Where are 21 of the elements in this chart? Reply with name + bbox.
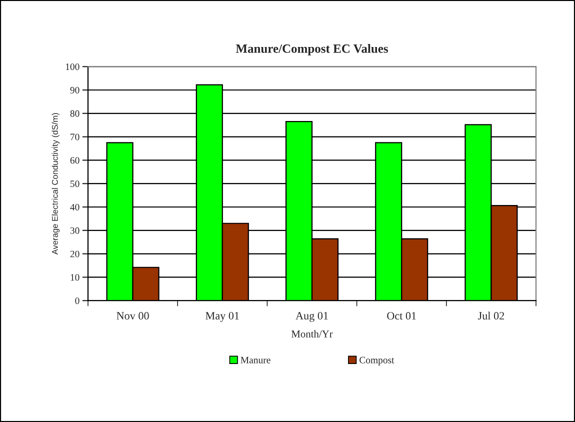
y-tick-label: 30 [70, 227, 80, 234]
x-tick-label: May 01 [206, 312, 239, 322]
x-tick-label: Oct 01 [387, 312, 416, 320]
legend-label: Compost [360, 356, 394, 366]
y-tick-label: 70 [70, 134, 80, 140]
y-tick-label: 10 [70, 274, 80, 281]
y-tick-label: 100 [66, 64, 80, 70]
y-axis-title: Average Electrical Conductivity (dS/m) [52, 113, 60, 255]
x-tick-label: Jul 02 [478, 312, 504, 320]
chart-title: Manure/Compost EC Values [236, 44, 388, 56]
y-tick-label: 40 [70, 204, 80, 210]
x-axis-title: Month/Yr [291, 330, 333, 338]
y-tick-label: 90 [70, 86, 80, 94]
y-tick-label: 50 [70, 180, 80, 188]
y-tick-label: 80 [70, 110, 80, 117]
y-tick-label: 0 [75, 298, 80, 304]
x-tick-label: Nov 00 [116, 312, 149, 320]
y-tick-label: 60 [70, 157, 80, 164]
x-tick-label: Aug 01 [296, 312, 328, 322]
y-tick-label: 20 [70, 250, 80, 258]
legend-label: Manure [240, 356, 270, 364]
